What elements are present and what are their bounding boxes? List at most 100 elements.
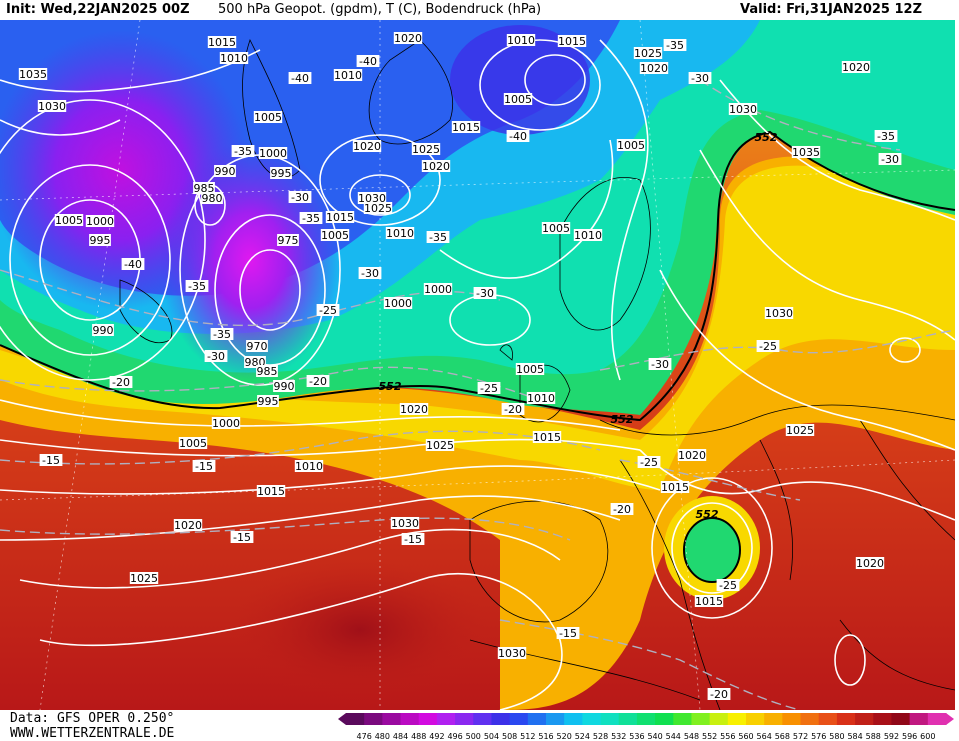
pressure-label-box: [532, 431, 562, 443]
pressure-label-box: [257, 395, 279, 407]
pressure-label-text: 1005: [617, 139, 645, 152]
color-swatch: [891, 713, 911, 725]
pressure-label-text: 1025: [426, 439, 454, 452]
scale-label: 480: [375, 732, 390, 741]
pressure-label-box: [54, 214, 84, 226]
data-source: Data: GFS OPER 0.250°: [10, 711, 175, 726]
scale-label: 476: [357, 732, 372, 741]
pressure-label-text: 1025: [364, 202, 392, 215]
pressure-label-text: 1020: [842, 61, 870, 74]
temperature-label: -30: [473, 287, 497, 300]
scale-label: 532: [611, 732, 626, 741]
init-time: Init: Wed,22JAN2025 00Z: [6, 2, 190, 17]
color-swatch: [436, 713, 456, 725]
pressure-label-box: [256, 485, 286, 497]
pressure-label-text: 1010: [295, 460, 323, 473]
pressure-label: 1030: [764, 307, 794, 320]
pressure-label: 1010: [573, 229, 603, 242]
pressure-label: 990: [92, 324, 114, 337]
pressure-label: 1005: [253, 111, 283, 124]
pressure-label-text: 1030: [765, 307, 793, 320]
pressure-label-text: 975: [278, 234, 299, 247]
pressure-label-text: 1015: [661, 481, 689, 494]
pressure-label: 1015: [557, 35, 587, 48]
low-pressure-north: [450, 25, 590, 135]
temperature-label: -25: [716, 579, 740, 592]
temperature-label-text: -20: [504, 403, 522, 416]
pressure-label-box: [677, 449, 707, 461]
temperature-label: -30: [648, 358, 672, 371]
color-swatch: [927, 713, 947, 725]
temperature-label: -35: [426, 231, 450, 244]
temperature-label: -25: [637, 456, 661, 469]
scale-label: 536: [629, 732, 644, 741]
temperature-label-text: -30: [291, 191, 309, 204]
temperature-label: -40: [506, 130, 530, 143]
temperature-label: -25: [477, 382, 501, 395]
color-swatch: [818, 713, 838, 725]
pressure-label-text: 1015: [558, 35, 586, 48]
temperature-label-text: -30: [691, 72, 709, 85]
temperature-label: -40: [288, 72, 312, 85]
temperature-label-text: -40: [291, 72, 309, 85]
temperature-label-box: [306, 375, 330, 387]
temperature-label: -35: [299, 212, 323, 225]
pressure-label-box: [277, 234, 299, 246]
pressure-label-text: 1020: [400, 403, 428, 416]
color-swatch: [764, 713, 783, 725]
pressure-label: 970: [246, 340, 268, 353]
scale-label: 560: [738, 732, 753, 741]
temperature-label-box: [316, 304, 340, 316]
scale-label: 580: [829, 732, 844, 741]
temperature-label-text: -40: [359, 55, 377, 68]
temperature-label-box: [288, 72, 312, 84]
temperature-label: -20: [501, 403, 525, 416]
pressure-label-box: [92, 324, 114, 336]
temperature-label-box: [109, 376, 133, 388]
color-swatch: [782, 713, 802, 725]
temperature-label-box: [878, 153, 902, 165]
temperature-label-text: -25: [759, 340, 777, 353]
pressure-label-text: 1000: [259, 147, 287, 160]
pressure-label-box: [390, 517, 420, 529]
scale-label: 600: [920, 732, 935, 741]
pressure-label-box: [363, 202, 393, 214]
pressure-label-text: 1015: [257, 485, 285, 498]
scale-label: 528: [593, 732, 608, 741]
pressure-label: 1030: [390, 517, 420, 530]
pressure-label-box: [385, 227, 415, 239]
pressure-label: 1020: [677, 449, 707, 462]
temperature-label-box: [39, 454, 63, 466]
pressure-label: 1015: [694, 595, 724, 608]
pressure-label: 1015: [207, 36, 237, 49]
pressure-label-text: 1010: [386, 227, 414, 240]
pressure-label: 1035: [18, 68, 48, 81]
isobars: [0, 39, 955, 710]
pressure-label-text: 1000: [424, 283, 452, 296]
pressure-label: 990: [273, 380, 295, 393]
pressure-label-box: [333, 69, 363, 81]
pressure-label-text: 1010: [220, 52, 248, 65]
temperature-label: -30: [204, 350, 228, 363]
temperature-label-text: -20: [112, 376, 130, 389]
pressure-label-box: [18, 68, 48, 80]
temperature-label: -30: [358, 267, 382, 280]
pressure-label-box: [393, 32, 423, 44]
pressure-label-box: [425, 439, 455, 451]
pressure-label-box: [421, 160, 451, 172]
temperature-label-text: -25: [319, 304, 337, 317]
pressure-label-text: 1020: [640, 62, 668, 75]
scale-label: 540: [647, 732, 662, 741]
color-swatch: [636, 713, 656, 725]
pressure-label: 1005: [616, 139, 646, 152]
scale-label: 576: [811, 732, 826, 741]
pressure-label-text: 1035: [792, 146, 820, 159]
temperature-label-box: [648, 358, 672, 370]
pressure-label-box: [423, 283, 453, 295]
pressure-label-text: 1030: [358, 192, 386, 205]
pressure-label: 1015: [256, 485, 286, 498]
pressure-label-text: 1020: [394, 32, 422, 45]
temperature-label-text: -15: [559, 627, 577, 640]
temperature-label-text: -15: [233, 531, 251, 544]
